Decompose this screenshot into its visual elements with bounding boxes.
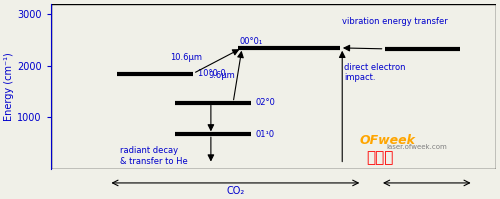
Text: 01¹0: 01¹0	[256, 130, 274, 139]
Text: vibration energy transfer: vibration energy transfer	[342, 17, 448, 26]
Text: CO₂: CO₂	[226, 186, 244, 196]
Text: OFweek: OFweek	[360, 134, 416, 147]
Text: laser.ofweek.com: laser.ofweek.com	[387, 143, 448, 149]
Text: 9.6μm: 9.6μm	[208, 71, 236, 80]
Text: 10°0 0: 10°0 0	[198, 69, 226, 78]
Text: 00°0₁: 00°0₁	[240, 37, 263, 46]
Text: 02°0: 02°0	[256, 98, 276, 107]
Bar	[50, 4, 496, 169]
Text: radiant decay
& transfer to He: radiant decay & transfer to He	[120, 146, 188, 166]
Text: direct electron
impact.: direct electron impact.	[344, 63, 406, 82]
Text: 激光网: 激光网	[366, 150, 394, 165]
Text: 10.6μm: 10.6μm	[170, 53, 202, 62]
Y-axis label: Energy (cm⁻¹): Energy (cm⁻¹)	[4, 52, 14, 121]
